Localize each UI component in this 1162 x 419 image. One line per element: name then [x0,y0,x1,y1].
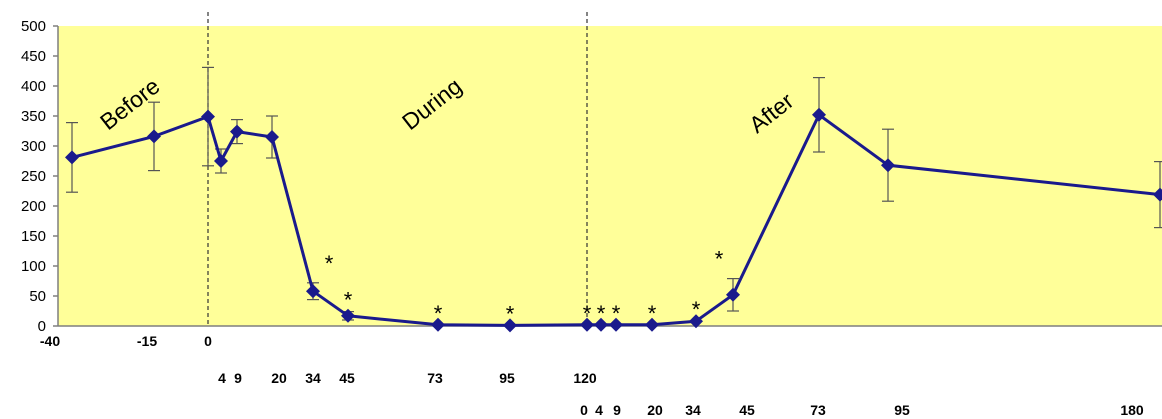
x-tick-label: 9 [234,370,242,386]
significance-markers: *** * * * * * ** [325,247,724,327]
x-tick-label: 120 [573,370,597,386]
x-tick-label: 0 [580,402,588,418]
data-point [645,317,659,332]
data-point [201,109,215,124]
data-point [65,150,79,165]
y-tick-label: 350 [21,108,46,125]
data-point [726,287,740,302]
x-tick-label: 34 [685,402,701,418]
significance-star: * [344,288,353,313]
data-point [609,317,623,332]
significance-star: * [506,301,515,326]
x-tick-label: 34 [305,370,321,386]
x-tick-label: 45 [339,370,355,386]
data-point [1153,187,1162,202]
data-point [306,284,320,299]
data-point [147,129,161,144]
x-tick-label: 20 [647,402,663,418]
phase-dividers [207,12,588,326]
data-point [594,317,608,332]
x-tick-label: 95 [894,402,910,418]
data-point [689,314,703,329]
data-point [580,317,594,332]
significance-star: * [612,301,621,326]
y-tick-label: 50 [29,288,46,305]
significance-star: * [597,301,606,326]
x-tick-label: 4 [218,370,226,386]
data-point [812,107,826,122]
y-tick-label: 0 [38,318,46,335]
x-tick-label: 4 [595,402,603,418]
x-tick-label: 9 [613,402,621,418]
significance-star: * [692,297,701,322]
data-point [431,317,445,332]
data-point [265,130,279,144]
x-tick-label: -15 [137,333,157,349]
x-tick-label: 95 [499,370,515,386]
y-tick-label: 400 [21,78,46,95]
y-tick-label: 150 [21,228,46,245]
x-tick-label: 20 [271,370,287,386]
data-markers [65,107,1162,333]
x-tick-label: 73 [810,402,826,418]
significance-star: * [648,301,657,326]
x-tick-label: 73 [427,370,443,386]
y-tick-label: 450 [21,48,46,65]
significance-star: * [715,247,724,272]
significance-star: * [583,301,592,326]
y-tick-label: 250 [21,168,46,185]
data-point [341,308,355,323]
x-tick-label: -40 [40,333,60,349]
y-tick-label: 500 [21,18,46,35]
data-point [881,158,895,173]
significance-star: * [434,301,443,326]
y-tick-label: 100 [21,258,46,275]
y-tick-label: 200 [21,198,46,215]
data-point [230,124,244,139]
significance-star: * [325,251,334,276]
data-point [214,154,228,168]
x-tick-label: 0 [204,333,212,349]
x-tick-label: 180 [1120,402,1144,418]
x-tick-label: 45 [739,402,755,418]
data-point [503,318,517,333]
y-tick-label: 300 [21,138,46,155]
